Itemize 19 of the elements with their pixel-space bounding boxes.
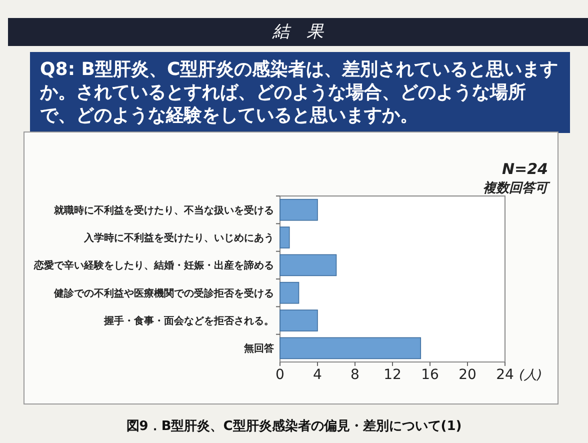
x-tick-label: 8: [350, 367, 360, 383]
title: 結 果: [8, 18, 588, 46]
y-tick-label: 健診での不利益や医療機関での受診拒否を受ける: [53, 287, 274, 300]
text: N=24: [502, 160, 548, 178]
annotation: 複数回答可: [483, 180, 551, 196]
y-tick-label: 就職時に不利益を受けたり、不当な扱いを受ける: [53, 204, 274, 216]
x-tick-label: 12: [384, 367, 402, 383]
x-tick-label: 24: [496, 367, 514, 383]
x-tick-label: 20: [458, 367, 476, 383]
x-tick-label: 16: [421, 367, 439, 383]
y-tick-label: 握手・食事・面会などを拒否される。: [103, 315, 274, 327]
x-axis-title: (人): [519, 368, 542, 383]
caption: 図9．B型肝炎、C型肝炎感染者の偏見・差別について(1): [126, 418, 462, 434]
y-tick-label: 無回答: [243, 342, 275, 355]
y-tick-label: 入学時に不利益を受けたり、いじめにあう: [83, 232, 274, 244]
x-tick-label: 4: [313, 367, 322, 383]
x-tick-label: 0: [276, 367, 284, 383]
subtitle: Q8: B型肝炎、C型肝炎の感染者は、差別されていると思いますか。されているとすれば、どのような場合、どのような場所で、どのような経験をしていると思いますか。: [30, 52, 570, 133]
y-tick-label: 恋愛で辛い経験をしたり、結婚・妊娠・出産を諦める: [33, 260, 274, 272]
